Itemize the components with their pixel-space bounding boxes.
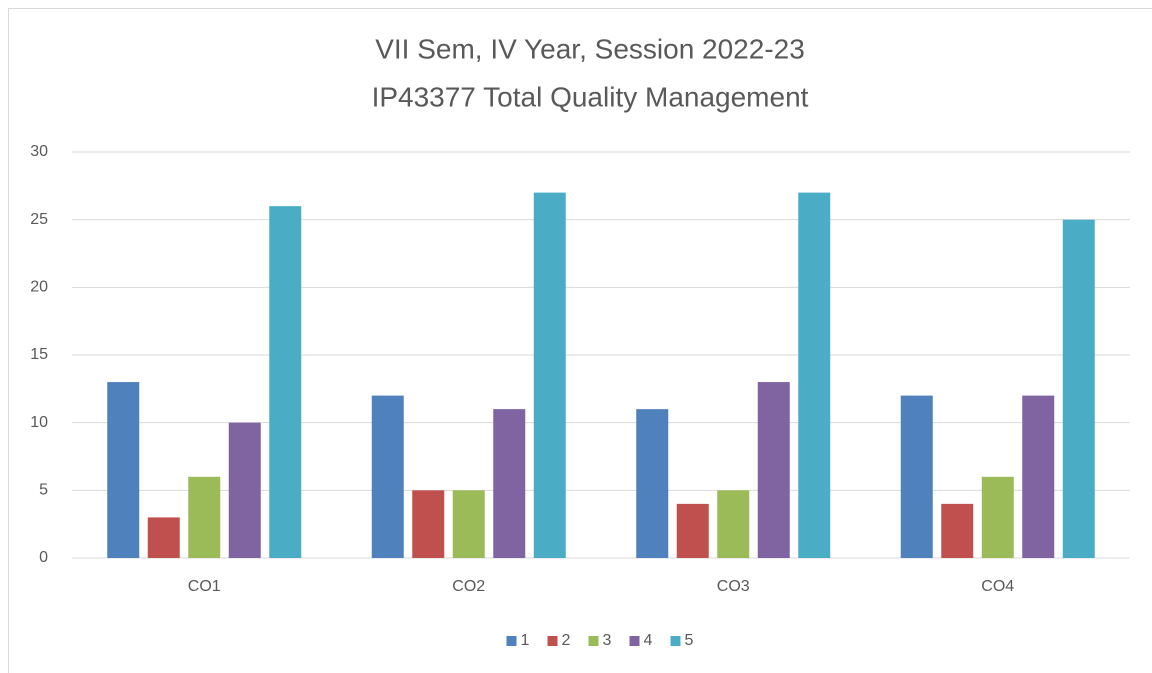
y-tick-label: 25 (30, 211, 48, 228)
bar (941, 503, 974, 558)
x-tick-label: CO3 (717, 578, 750, 595)
bar (188, 476, 221, 558)
bar (1022, 395, 1055, 558)
legend-label: 5 (685, 632, 694, 649)
legend-label: 1 (521, 632, 530, 649)
bar (269, 206, 302, 558)
chart-border (8, 8, 1152, 673)
bar (412, 490, 445, 558)
bar (533, 192, 566, 558)
legend-swatch (547, 636, 558, 646)
chart-title: VII Sem, IV Year, Session 2022-23 (375, 33, 805, 64)
bar (676, 503, 709, 558)
bar (757, 382, 790, 558)
y-tick-label: 5 (39, 482, 48, 499)
bar (371, 395, 404, 558)
y-tick-label: 0 (39, 549, 48, 566)
x-tick-label: CO2 (452, 578, 485, 595)
legend-label: 2 (562, 632, 571, 649)
bar (798, 192, 831, 558)
bar (493, 409, 526, 558)
bar (900, 395, 933, 558)
x-tick-label: CO4 (981, 578, 1014, 595)
legend-swatch (629, 636, 640, 646)
legend-swatch (588, 636, 599, 646)
legend-label: 3 (603, 632, 612, 649)
y-tick-label: 15 (30, 346, 48, 363)
legend-swatch (670, 636, 681, 646)
bar (147, 517, 180, 558)
bar (1062, 219, 1095, 558)
x-tick-label: CO1 (188, 578, 221, 595)
y-tick-label: 10 (30, 414, 48, 431)
bar (636, 409, 669, 558)
bar (981, 476, 1014, 558)
y-tick-label: 20 (30, 279, 48, 296)
y-tick-label: 30 (30, 143, 48, 160)
chart-title: IP43377 Total Quality Management (372, 81, 809, 112)
bar (228, 422, 261, 558)
bar (452, 490, 485, 558)
legend-swatch (506, 636, 517, 646)
bar (107, 382, 140, 558)
bar (717, 490, 750, 558)
legend-label: 4 (644, 632, 653, 649)
